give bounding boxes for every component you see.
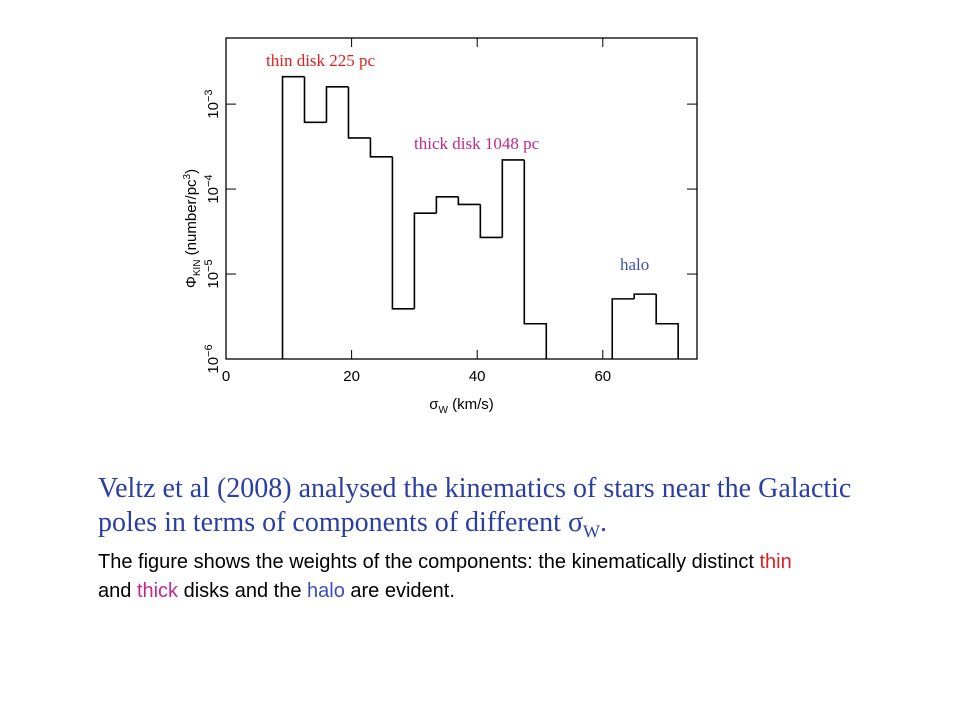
body-text: The figure shows the weights of the comp… xyxy=(98,548,798,606)
text-part: Φ xyxy=(183,276,200,288)
text-part: (km/s) xyxy=(448,396,494,413)
x-tick-label: 60 xyxy=(594,368,611,385)
histogram-bin xyxy=(347,86,371,139)
tick-base: 10 xyxy=(205,102,222,119)
heading-part: . xyxy=(600,507,608,538)
histogram-bin xyxy=(501,159,525,238)
histogram-bin xyxy=(391,156,415,310)
text-part: σ xyxy=(429,396,439,413)
text-part: 3 xyxy=(182,173,193,179)
y-axis-label: ΦKIN (number/pc3) xyxy=(182,169,203,288)
text-part: (number/pc xyxy=(183,179,200,260)
annotation: halo xyxy=(620,255,649,274)
body-part: The figure shows the weights of the comp… xyxy=(98,551,760,573)
histogram-bin xyxy=(523,159,548,359)
body-part: disks and the xyxy=(178,580,308,602)
body-part: are evident. xyxy=(344,580,455,602)
tick-base: 10 xyxy=(205,187,222,204)
tick-base: 10 xyxy=(205,272,222,289)
histogram-bin xyxy=(457,196,481,206)
y-tick-label: 10−3 xyxy=(203,89,222,118)
body-part: thin xyxy=(759,551,792,573)
x-tick-label: 0 xyxy=(222,368,230,385)
annotation: thin disk 225 pc xyxy=(266,51,376,70)
x-tick-label: 40 xyxy=(469,368,486,385)
heading: Veltz et al (2008) analysed the kinemati… xyxy=(98,472,868,549)
histogram-bin xyxy=(325,85,349,123)
y-tick-label: 10−6 xyxy=(203,344,222,373)
histogram-bin xyxy=(655,294,679,359)
histogram-bin xyxy=(479,204,503,239)
x-axis-label: σW (km/s) xyxy=(429,396,494,416)
histogram-bin xyxy=(633,293,657,299)
heading-part: W xyxy=(583,521,601,542)
histogram-bin xyxy=(281,75,305,359)
histogram-bin xyxy=(611,298,635,359)
heading-part: σ xyxy=(567,507,584,538)
tick-exp: −6 xyxy=(203,344,215,357)
tick-exp: −3 xyxy=(203,89,215,102)
tick-exp: −5 xyxy=(203,259,215,272)
histogram-bin xyxy=(303,76,327,124)
y-tick-label: 10−4 xyxy=(203,174,222,203)
text-part: W xyxy=(438,405,448,416)
plot-frame xyxy=(225,37,698,360)
x-tick-label: 20 xyxy=(343,368,360,385)
tick-base: 10 xyxy=(205,357,222,374)
tick-exp: −4 xyxy=(203,174,215,187)
text-part: ) xyxy=(183,169,200,174)
body-part: and xyxy=(98,580,137,602)
y-tick-label: 10−5 xyxy=(203,259,222,288)
histogram-bin xyxy=(413,212,437,309)
annotation: thick disk 1048 pc xyxy=(414,134,540,153)
heading-part: Veltz et al (2008) analysed the kinemati… xyxy=(98,473,852,538)
body-part: thick xyxy=(136,580,179,602)
histogram-bin xyxy=(435,196,459,214)
text-part: KIN xyxy=(192,259,203,276)
histogram-bin xyxy=(369,137,393,158)
body-part: halo xyxy=(307,580,345,602)
